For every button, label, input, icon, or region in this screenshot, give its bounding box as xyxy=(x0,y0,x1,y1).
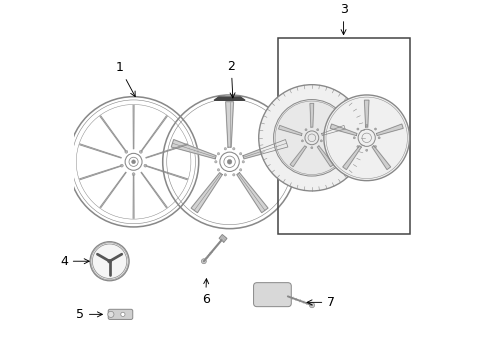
Text: 7: 7 xyxy=(307,296,335,309)
Circle shape xyxy=(378,137,380,139)
Polygon shape xyxy=(226,102,233,147)
Circle shape xyxy=(324,95,410,181)
Polygon shape xyxy=(219,235,227,242)
Circle shape xyxy=(301,140,303,142)
Circle shape xyxy=(357,145,359,148)
Text: 5: 5 xyxy=(76,308,102,321)
Circle shape xyxy=(233,174,235,176)
Circle shape xyxy=(305,129,307,131)
Polygon shape xyxy=(372,146,391,170)
Circle shape xyxy=(108,259,112,263)
Circle shape xyxy=(121,164,123,167)
Circle shape xyxy=(90,242,129,281)
Polygon shape xyxy=(279,125,302,135)
Polygon shape xyxy=(376,124,403,135)
Polygon shape xyxy=(172,140,216,159)
Circle shape xyxy=(132,160,136,164)
Polygon shape xyxy=(214,97,245,100)
Polygon shape xyxy=(318,146,334,167)
Circle shape xyxy=(317,129,319,131)
Circle shape xyxy=(273,100,350,176)
Text: 2: 2 xyxy=(227,60,235,98)
Polygon shape xyxy=(237,173,268,213)
Polygon shape xyxy=(146,144,188,158)
Circle shape xyxy=(108,311,114,318)
Circle shape xyxy=(366,149,368,151)
Polygon shape xyxy=(141,172,167,208)
Circle shape xyxy=(217,153,220,155)
Circle shape xyxy=(242,161,245,163)
Polygon shape xyxy=(243,140,288,159)
Text: 1: 1 xyxy=(116,62,135,96)
Polygon shape xyxy=(290,146,306,167)
Polygon shape xyxy=(79,144,122,158)
Circle shape xyxy=(374,145,376,148)
Circle shape xyxy=(224,148,226,150)
Circle shape xyxy=(311,147,313,149)
Circle shape xyxy=(201,259,206,264)
Circle shape xyxy=(144,164,147,167)
Polygon shape xyxy=(100,172,126,208)
Polygon shape xyxy=(100,116,126,152)
Polygon shape xyxy=(310,103,314,127)
Polygon shape xyxy=(322,125,345,135)
Circle shape xyxy=(132,173,135,176)
Circle shape xyxy=(240,153,242,155)
Circle shape xyxy=(227,159,232,164)
Circle shape xyxy=(93,244,127,278)
Circle shape xyxy=(320,140,322,142)
Polygon shape xyxy=(365,100,369,127)
Circle shape xyxy=(217,169,220,171)
Polygon shape xyxy=(330,124,357,135)
Circle shape xyxy=(215,161,217,163)
Circle shape xyxy=(374,128,376,130)
Bar xyxy=(277,39,410,234)
Polygon shape xyxy=(133,175,134,219)
Circle shape xyxy=(121,312,125,316)
Text: 4: 4 xyxy=(60,255,89,268)
Circle shape xyxy=(310,303,315,308)
FancyBboxPatch shape xyxy=(108,309,133,319)
FancyBboxPatch shape xyxy=(253,283,291,307)
Text: 3: 3 xyxy=(340,3,347,35)
Polygon shape xyxy=(343,146,361,170)
Polygon shape xyxy=(191,173,222,213)
Polygon shape xyxy=(141,116,167,152)
Polygon shape xyxy=(79,166,122,180)
Circle shape xyxy=(240,169,242,171)
Circle shape xyxy=(233,148,235,150)
Circle shape xyxy=(357,128,359,130)
Circle shape xyxy=(224,174,226,176)
Circle shape xyxy=(353,137,355,139)
Circle shape xyxy=(140,150,142,153)
Text: 6: 6 xyxy=(202,279,210,306)
Polygon shape xyxy=(133,105,134,149)
Circle shape xyxy=(125,150,128,153)
Polygon shape xyxy=(146,166,188,180)
Circle shape xyxy=(366,124,368,126)
Circle shape xyxy=(259,85,365,191)
